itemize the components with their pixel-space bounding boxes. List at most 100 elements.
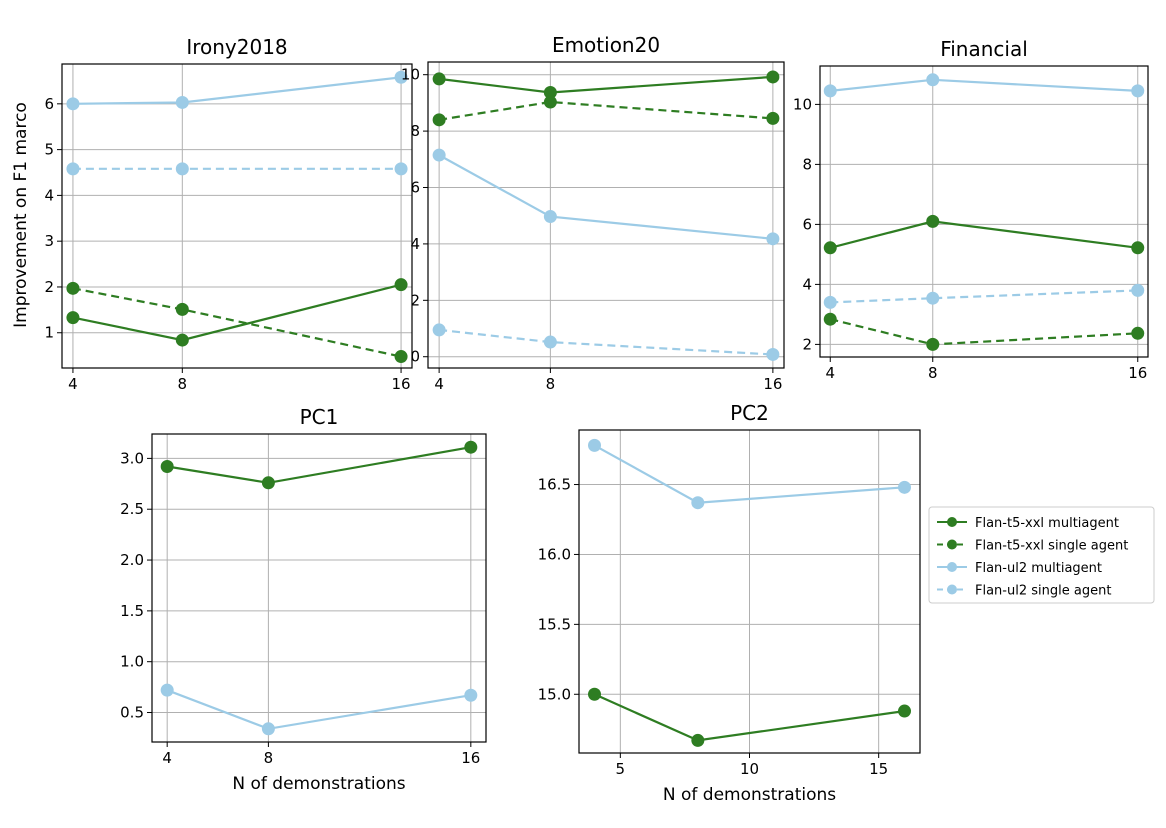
y-tick-label: 3 [44, 232, 54, 250]
figure-ylabel: Improvement on F1 marco [11, 102, 31, 328]
x-tick-label: 16 [461, 749, 480, 767]
chart-panel-1: Emotion20 0 2 4 6 8 10 4 8 16 [401, 33, 785, 393]
y-tick-label: 0 [410, 348, 420, 366]
data-point [543, 95, 557, 109]
series-line-3 [830, 289, 1138, 304]
data-point [175, 302, 189, 316]
data-point [543, 210, 557, 224]
data-point [543, 335, 557, 349]
data-point [588, 687, 601, 701]
data-point [766, 232, 780, 246]
series-line-0 [830, 220, 1138, 249]
y-tick-label: 4 [802, 275, 812, 293]
y-tick-label: 10 [793, 95, 812, 113]
plot-frame [427, 61, 785, 369]
x-tick-label: 8 [546, 375, 556, 393]
x-tick-label: 4 [162, 749, 172, 767]
data-point [823, 84, 837, 98]
series-line-0 [438, 75, 773, 94]
x-tick-label: 4 [68, 375, 78, 393]
y-tick-label: 5 [44, 141, 54, 159]
series-line-1 [166, 689, 471, 730]
legend-label-1: Flan-t5-xxl single agent [975, 539, 1128, 554]
legend-marker-2 [947, 562, 957, 572]
data-point [66, 311, 80, 325]
data-point [588, 438, 601, 452]
data-point [464, 440, 478, 454]
data-point [926, 291, 940, 305]
series-line-3 [438, 328, 773, 356]
data-point [66, 162, 80, 176]
y-tick-label: 2 [802, 335, 812, 353]
data-point [823, 312, 837, 326]
x-tick-label: 8 [178, 375, 188, 393]
y-tick-label: 2.0 [120, 551, 144, 569]
data-point [691, 496, 705, 510]
chart-title: Emotion20 [552, 33, 660, 57]
x-tick-label: 16 [763, 375, 782, 393]
y-tick-label: 6 [44, 95, 54, 113]
data-point [1131, 84, 1145, 98]
chart-panel-3: PC1 0.5 1.0 1.5 2.0 2.5 3.0 4 8 16 N of demonstrat… [120, 405, 487, 794]
data-point [926, 214, 940, 228]
data-point [175, 333, 189, 347]
data-point [926, 337, 940, 351]
y-tick-label: 8 [410, 122, 420, 140]
y-tick-label: 3.0 [120, 449, 144, 467]
legend-marker-0 [947, 517, 957, 527]
y-tick-label: 0.5 [120, 704, 144, 722]
y-tick-label: 6 [802, 215, 812, 233]
data-point [432, 113, 446, 127]
data-point [160, 460, 174, 474]
chart-panel-4: PC2 15.0 15.5 16.0 16.5 5 10 15 N of demonstrati… [538, 401, 921, 805]
data-point [394, 350, 408, 364]
series-line-0 [167, 446, 471, 484]
x-tick-label: 4 [434, 375, 444, 393]
series-line-0 [72, 283, 402, 342]
data-point [66, 281, 80, 295]
y-tick-label: 1 [44, 324, 54, 342]
series-line-1 [438, 100, 773, 121]
y-tick-label: 6 [410, 179, 420, 197]
data-point [766, 111, 780, 125]
x-tick-label: 10 [740, 760, 759, 778]
y-tick-label: 10 [401, 66, 420, 84]
y-tick-label: 1.0 [120, 653, 144, 671]
chart-title: Irony2018 [186, 35, 287, 59]
data-point [1131, 283, 1145, 297]
data-point [464, 688, 478, 702]
y-tick-label: 4 [44, 186, 54, 204]
y-tick-label: 4 [410, 235, 420, 253]
data-point [175, 162, 189, 176]
legend-label-2: Flan-ul2 multiagent [975, 561, 1102, 576]
series-line-2 [830, 78, 1138, 92]
legend-label-0: Flan-t5-xxl multiagent [975, 516, 1119, 531]
data-point [1131, 326, 1145, 340]
plot-frame [819, 65, 1149, 358]
y-tick-label: 16.0 [538, 545, 571, 563]
legend: Flan-t5-xxl multiagent Flan-t5-xxl single… [928, 506, 1155, 604]
legend-marker-3 [947, 584, 957, 595]
data-point [432, 72, 446, 86]
x-tick-label: 15 [869, 760, 888, 778]
x-tick-label: 8 [264, 749, 274, 767]
y-tick-label: 2.5 [120, 500, 144, 518]
x-tick-label: 4 [825, 364, 835, 382]
chart-panel-0: Irony2018 1 2 3 4 5 6 4 8 16 [44, 35, 413, 393]
data-point [66, 97, 80, 111]
x-tick-label: 16 [392, 375, 411, 393]
legend-label-3: Flan-ul2 single agent [975, 584, 1111, 599]
plot-frame [151, 433, 487, 743]
y-tick-label: 15.5 [538, 615, 571, 633]
chart-title: Financial [940, 37, 1028, 61]
data-point [823, 295, 837, 309]
data-point [926, 73, 940, 87]
data-point [175, 95, 189, 109]
series-line-2 [438, 154, 774, 240]
plot-frame [61, 63, 413, 369]
data-point [823, 241, 837, 255]
y-tick-label: 15.0 [538, 685, 571, 703]
data-point [766, 70, 780, 84]
data-point [394, 70, 408, 84]
